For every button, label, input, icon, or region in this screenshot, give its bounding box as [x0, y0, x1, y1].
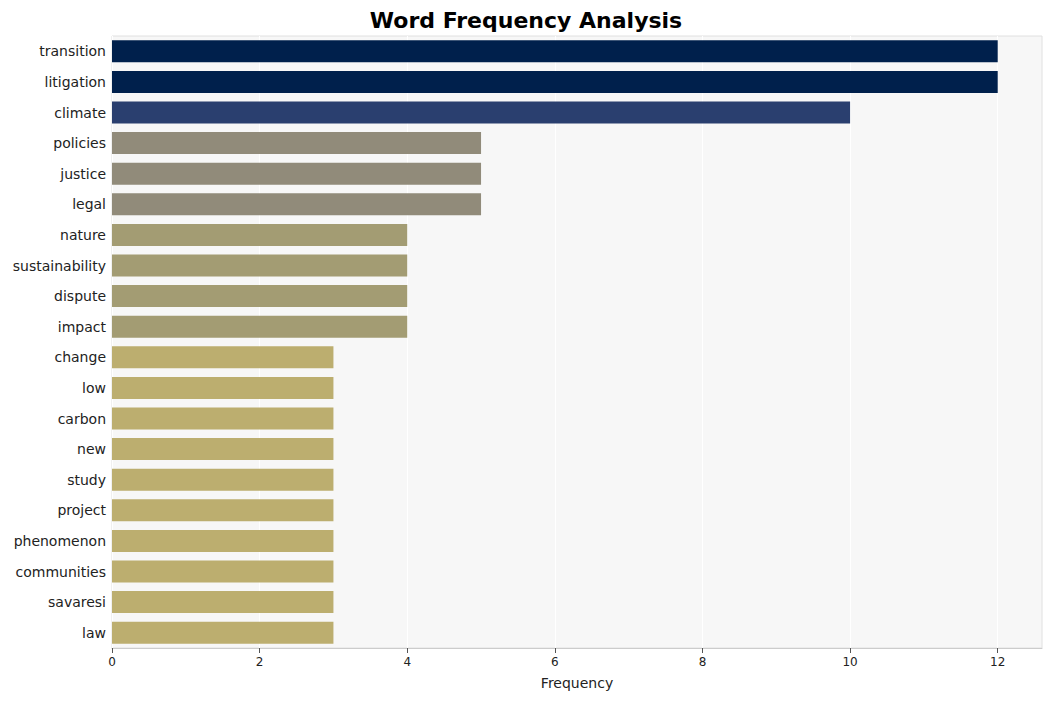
- svg-text:6: 6: [551, 655, 559, 669]
- svg-text:sustainability: sustainability: [13, 258, 106, 274]
- svg-text:new: new: [77, 441, 106, 457]
- svg-text:communities: communities: [16, 564, 106, 580]
- svg-text:change: change: [54, 349, 106, 365]
- svg-text:carbon: carbon: [58, 411, 106, 427]
- svg-text:law: law: [82, 625, 106, 641]
- svg-text:dispute: dispute: [54, 288, 106, 304]
- svg-text:phenomenon: phenomenon: [14, 533, 106, 549]
- svg-text:study: study: [67, 472, 106, 488]
- svg-text:nature: nature: [60, 227, 106, 243]
- svg-text:2: 2: [256, 655, 264, 669]
- svg-text:savaresi: savaresi: [48, 594, 106, 610]
- svg-text:12: 12: [990, 655, 1005, 669]
- svg-text:low: low: [82, 380, 106, 396]
- svg-text:Word Frequency Analysis: Word Frequency Analysis: [370, 8, 682, 33]
- svg-text:0: 0: [108, 655, 116, 669]
- svg-text:8: 8: [699, 655, 707, 669]
- svg-text:impact: impact: [58, 319, 107, 335]
- svg-text:project: project: [57, 502, 106, 518]
- svg-text:Frequency: Frequency: [541, 675, 613, 691]
- svg-text:legal: legal: [72, 196, 106, 212]
- svg-text:litigation: litigation: [45, 74, 106, 90]
- svg-text:4: 4: [403, 655, 411, 669]
- svg-text:transition: transition: [39, 43, 106, 59]
- svg-text:10: 10: [842, 655, 857, 669]
- svg-text:climate: climate: [54, 105, 106, 121]
- svg-text:policies: policies: [53, 135, 106, 151]
- svg-text:justice: justice: [59, 166, 106, 182]
